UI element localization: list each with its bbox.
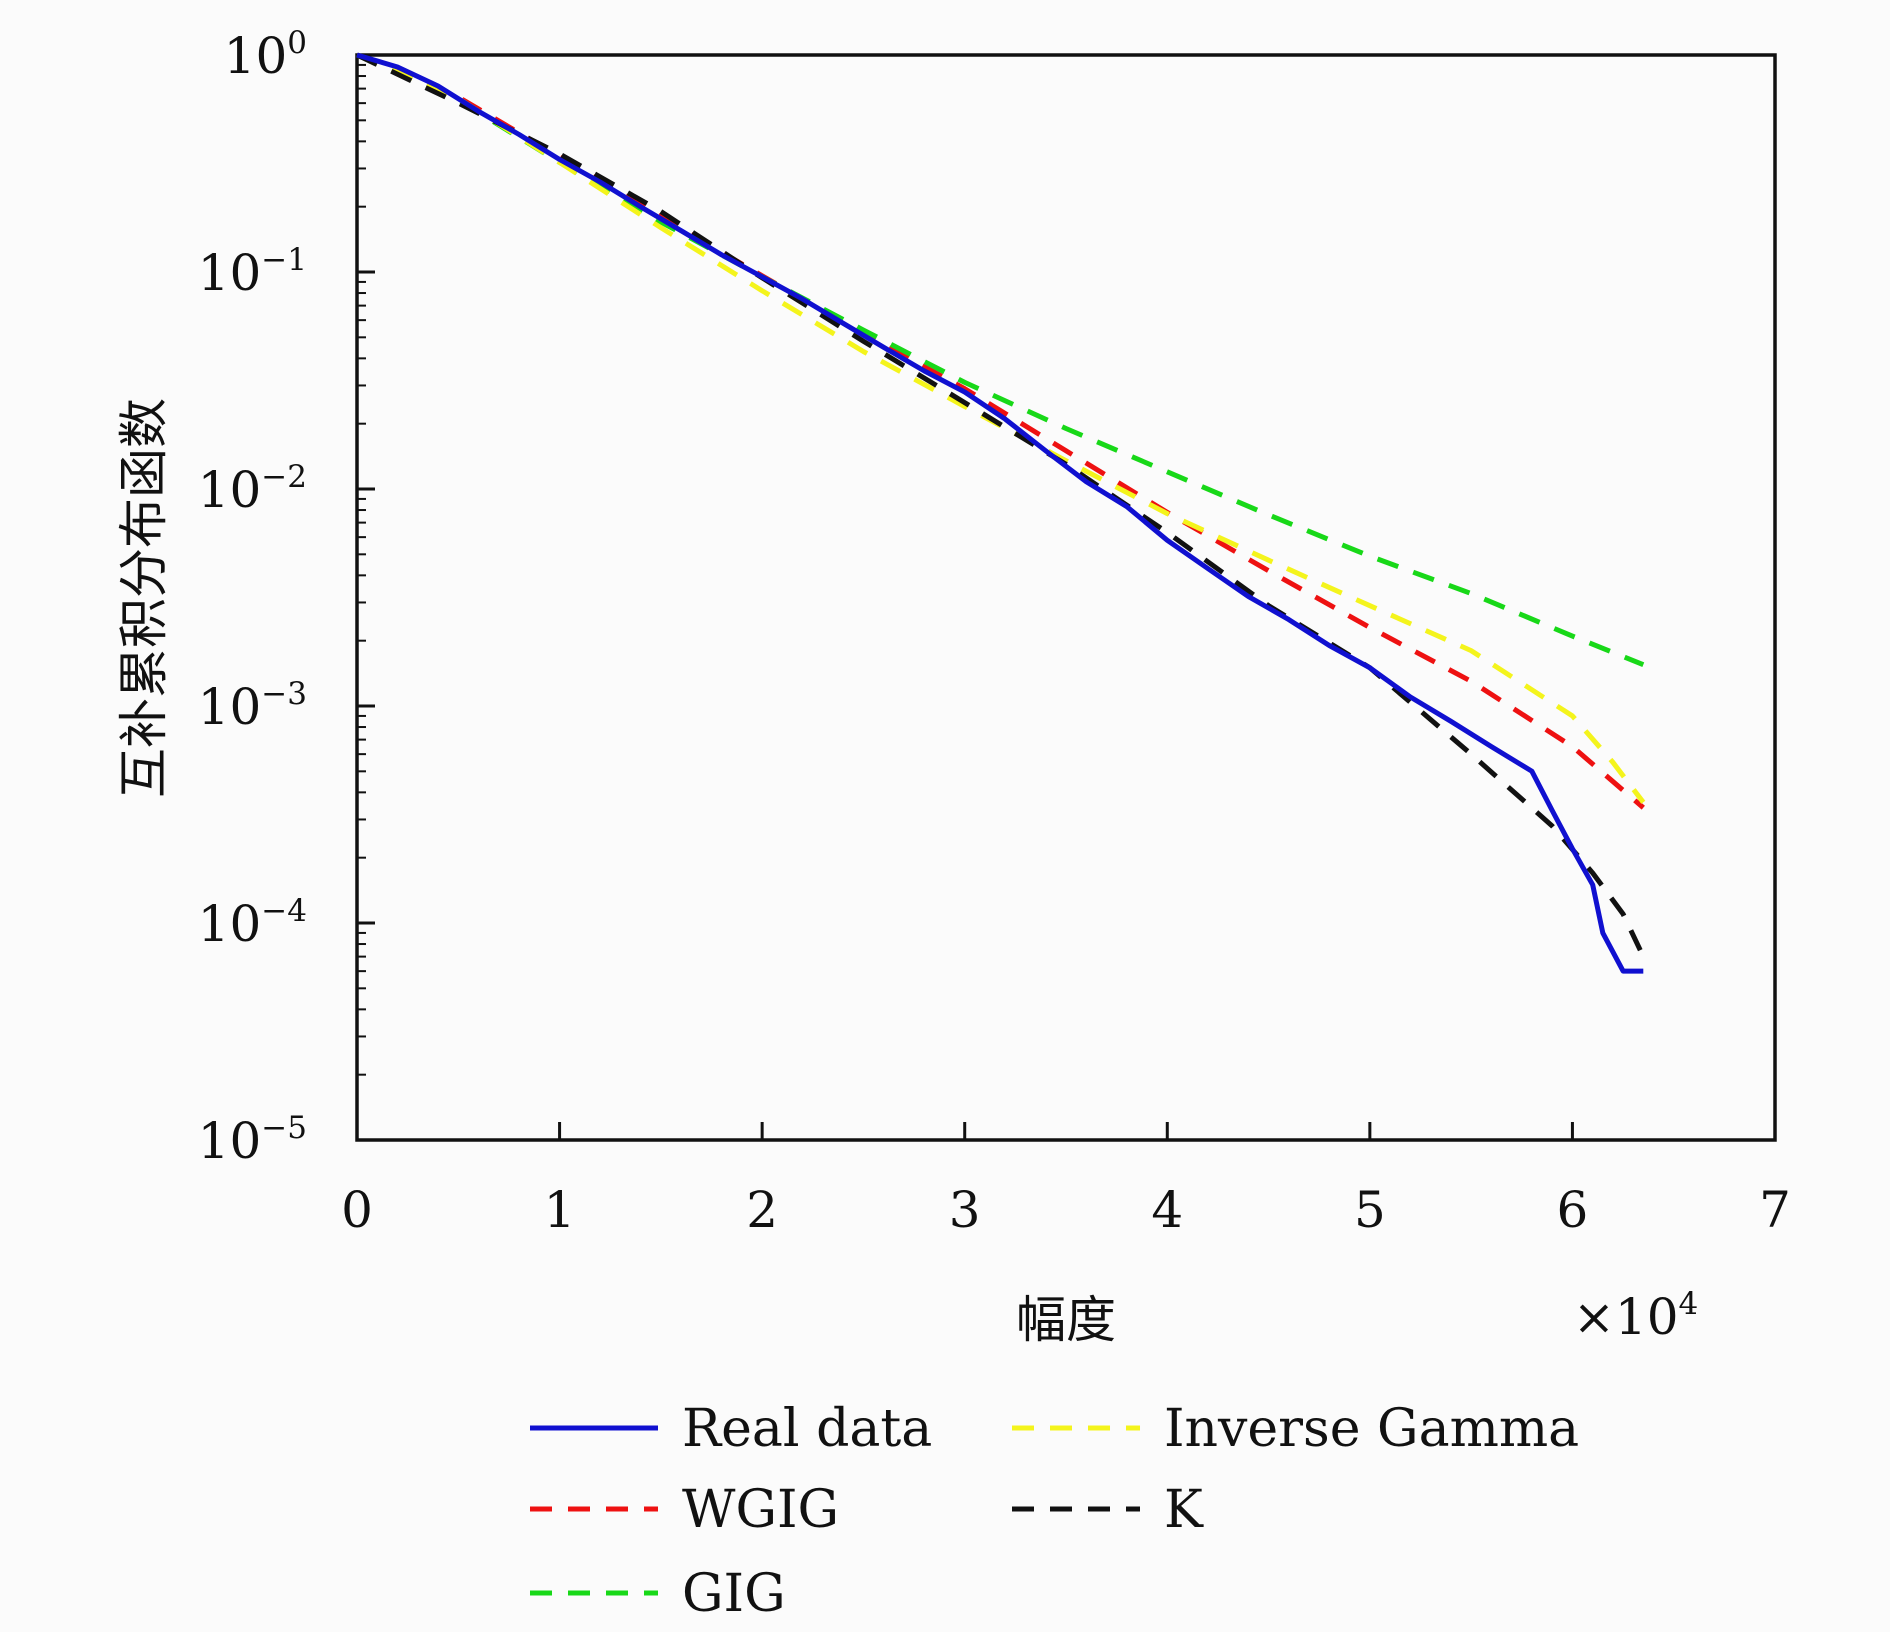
svg-text:×104: ×104 xyxy=(1573,1286,1698,1346)
legend-item: Real data xyxy=(530,1399,932,1459)
x-tick-label: 7 xyxy=(1759,1181,1791,1239)
x-tick-label: 3 xyxy=(949,1181,981,1239)
y-tick-label: 10−3 xyxy=(198,676,307,736)
legend-item: GIG xyxy=(530,1564,786,1624)
legend-label: Inverse Gamma xyxy=(1164,1399,1579,1459)
y-tick-base: 10 xyxy=(198,678,262,736)
series-line-real-data xyxy=(356,52,1644,974)
y-tick-exp: −5 xyxy=(261,1110,307,1146)
x-tick-label: 4 xyxy=(1151,1181,1183,1239)
plot-area xyxy=(355,53,1777,1142)
legend-label: K xyxy=(1164,1480,1204,1540)
x-multiplier-base: ×10 xyxy=(1573,1288,1679,1346)
x-multiplier-exp: 4 xyxy=(1679,1286,1699,1322)
y-tick-exp: −2 xyxy=(261,459,307,495)
x-axis-multiplier: ×104 xyxy=(1573,1286,1698,1346)
y-tick-label: 100 xyxy=(224,25,307,85)
y-tick-exp: −4 xyxy=(261,893,307,929)
x-tick-label: 5 xyxy=(1354,1181,1386,1239)
x-tick-label: 0 xyxy=(341,1181,373,1239)
x-tick-label: 1 xyxy=(544,1181,576,1239)
y-tick-base: 10 xyxy=(198,895,262,953)
legend: Real data Inverse Gamma WGIG K GIG xyxy=(530,1399,1579,1624)
x-tick-label: 6 xyxy=(1557,1181,1589,1239)
y-tick-base: 10 xyxy=(198,461,262,519)
legend-label: WGIG xyxy=(682,1480,839,1540)
y-tick-exp: 0 xyxy=(287,25,307,61)
legend-item: K xyxy=(1012,1480,1204,1540)
y-tick-base: 10 xyxy=(224,27,288,85)
legend-label: GIG xyxy=(682,1564,786,1624)
legend-label: Real data xyxy=(682,1399,932,1459)
x-tick-label: 2 xyxy=(746,1181,778,1239)
y-tick-base: 10 xyxy=(198,244,262,302)
legend-item: WGIG xyxy=(530,1480,839,1540)
y-tick-base: 10 xyxy=(198,1112,262,1170)
y-tick-label: 10−4 xyxy=(198,893,307,953)
y-tick-label: 10−5 xyxy=(198,1110,307,1170)
y-tick-exp: −3 xyxy=(261,676,307,712)
series-layer xyxy=(355,52,1646,974)
y-tick-label: 10−2 xyxy=(198,459,307,519)
legend-item: Inverse Gamma xyxy=(1012,1399,1579,1459)
series-line-inverse-gamma xyxy=(356,52,1646,804)
x-axis-ticks: 0 1 2 3 4 5 6 7 xyxy=(341,1122,1791,1239)
y-axis-title: 互补累积分布函数 xyxy=(115,398,173,798)
y-tick-exp: −1 xyxy=(261,242,307,278)
y-tick-label: 10−1 xyxy=(198,242,307,302)
x-axis-title: 幅度 xyxy=(1016,1291,1116,1349)
